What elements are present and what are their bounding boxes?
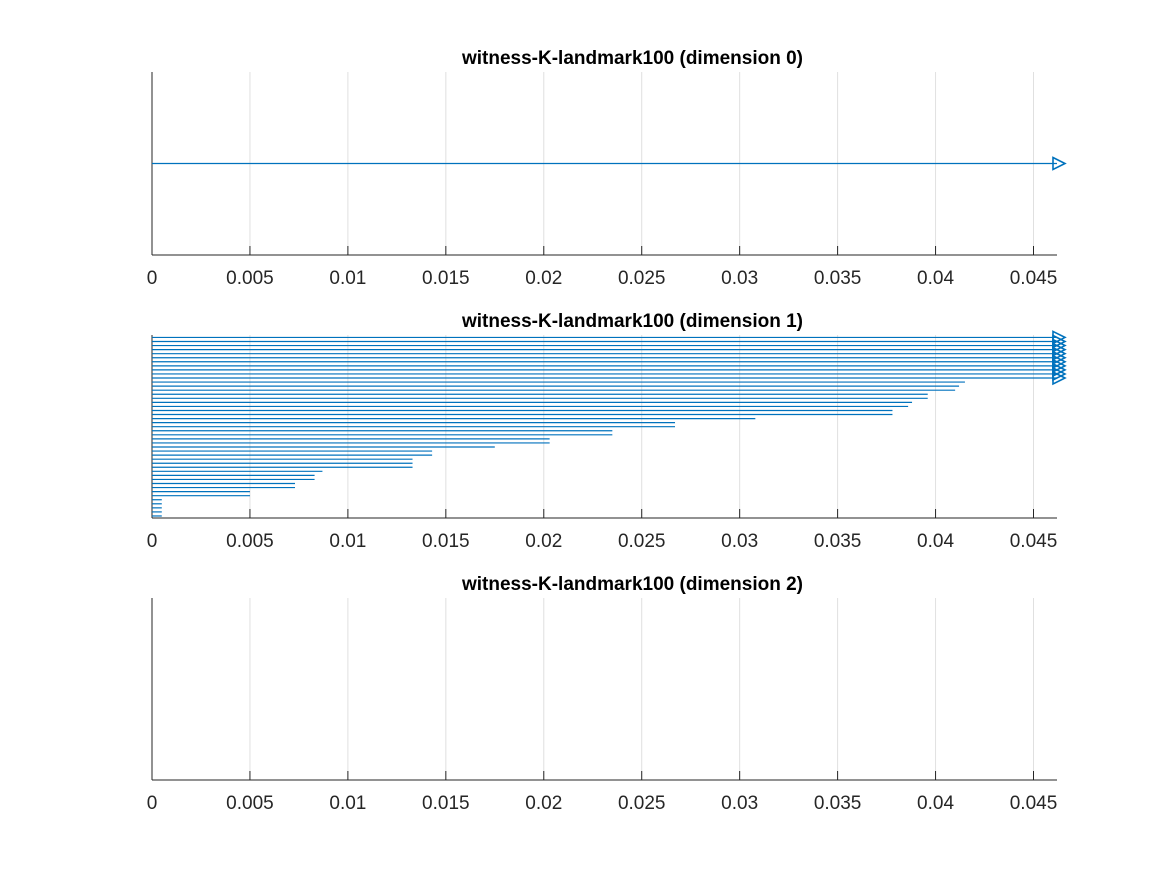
chart-title: witness-K-landmark100 (dimension 1) (461, 311, 803, 332)
x-tick-label: 0.04 (917, 268, 954, 289)
x-tick-label: 0.02 (525, 268, 562, 289)
x-tick-label: 0.02 (525, 531, 562, 552)
x-tick-label: 0 (147, 793, 158, 814)
x-tick-label: 0.01 (329, 793, 366, 814)
x-tick-label: 0.025 (618, 793, 666, 814)
x-tick-label: 0.03 (721, 531, 758, 552)
x-tick-label: 0.03 (721, 793, 758, 814)
x-tick-label: 0.015 (422, 531, 470, 552)
panel-1: 0 0.005 0.01 0.015 0.02 0.025 0.03 0.035 0.04 0.0… (147, 311, 1067, 552)
x-tick-label: 0.01 (329, 531, 366, 552)
x-tick-label: 0.005 (226, 793, 274, 814)
x-tick-label: 0.045 (1010, 531, 1058, 552)
x-tick-label: 0.005 (226, 268, 274, 289)
x-tick-label: 0.04 (917, 531, 954, 552)
x-tick-label: 0.03 (721, 268, 758, 289)
x-tick-label: 0.035 (814, 531, 862, 552)
x-tick-label: 0.005 (226, 531, 274, 552)
infinite-bar-marker (1052, 370, 1067, 386)
x-tick-label: 0 (147, 268, 158, 289)
x-tick-label: 0.025 (618, 531, 666, 552)
chart-title: witness-K-landmark100 (dimension 2) (461, 574, 803, 595)
x-tick-label: 0.035 (814, 268, 862, 289)
panel-2: 0 0.005 0.01 0.015 0.02 0.025 0.03 0.035 0.04 0.0… (147, 574, 1058, 814)
x-tick-label: 0.02 (525, 793, 562, 814)
chart-title: witness-K-landmark100 (dimension 0) (461, 48, 803, 69)
panel-0: 0 0.005 0.01 0.015 0.02 0.025 0.03 0.035 0.04 0.0… (147, 48, 1067, 289)
x-tick-label: 0.025 (618, 268, 666, 289)
x-tick-label: 0.015 (422, 268, 470, 289)
x-tick-label: 0.045 (1010, 793, 1058, 814)
infinite-bar-marker (1052, 156, 1067, 171)
x-tick-label: 0.01 (329, 268, 366, 289)
x-tick-label: 0.04 (917, 793, 954, 814)
x-tick-label: 0.035 (814, 793, 862, 814)
x-tick-label: 0.045 (1010, 268, 1058, 289)
x-tick-label: 0.015 (422, 793, 470, 814)
x-tick-label: 0 (147, 531, 158, 552)
